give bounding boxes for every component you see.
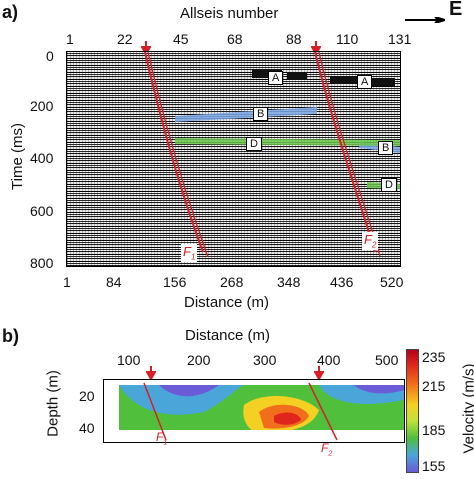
bottom-tick: 1	[63, 274, 71, 290]
bottom-tick: 268	[220, 274, 244, 290]
layer-b-marker: B	[378, 141, 394, 155]
y-tick: 200	[30, 98, 54, 114]
fault-arrow-icon	[313, 366, 325, 385]
fault-f2-label: F2	[362, 232, 379, 250]
top-tick: 45	[173, 31, 189, 47]
panel-b-y-axis-title: Depth (m)	[44, 370, 62, 437]
panel-b-y-tick: 40	[79, 420, 95, 436]
layer-d-marker: D	[381, 178, 397, 192]
layer-d-marker: D	[246, 137, 262, 151]
bottom-tick: 520	[380, 274, 404, 290]
panel-b-x-tick: 400	[317, 352, 341, 368]
layer-a-marker: A	[357, 75, 373, 89]
top-tick: 131	[388, 31, 412, 47]
bottom-tick: 436	[330, 274, 354, 290]
east-arrow-icon	[405, 10, 449, 24]
bottom-tick: 84	[106, 274, 122, 290]
colorbar-tick: 235	[422, 349, 446, 365]
panel-a-letter: a)	[2, 2, 19, 22]
east-label: E	[449, 0, 463, 20]
fault-arrow-icon	[310, 41, 322, 60]
top-tick: 68	[227, 31, 243, 47]
fault-arrow-icon	[145, 366, 157, 385]
top-tick: 22	[117, 31, 133, 47]
bottom-tick: 348	[277, 274, 301, 290]
velocity-model	[103, 379, 405, 443]
y-tick: 800	[30, 255, 54, 271]
panel-b-y-tick: 20	[79, 388, 95, 404]
y-tick: 400	[30, 150, 54, 166]
seismic-section	[66, 51, 401, 267]
fault-f1-label: F1	[181, 244, 198, 262]
colorbar-tick: 215	[422, 378, 446, 394]
top-tick: 88	[286, 31, 302, 47]
layer-a-marker: A	[268, 71, 284, 85]
colorbar-tick: 155	[422, 458, 446, 474]
y-axis-title: Time (ms)	[8, 123, 26, 190]
panel-b-x-tick: 500	[375, 352, 399, 368]
panel-b-x-axis-title: Distance (m)	[185, 327, 271, 344]
panel-b-fault-f1-label: F1	[156, 430, 168, 447]
panel-b-x-tick: 100	[117, 352, 141, 368]
colorbar-title: Velocity (m/s)	[460, 363, 474, 454]
colorbar-tick: 185	[422, 422, 446, 438]
bottom-tick: 156	[163, 274, 187, 290]
top-tick: 110	[336, 31, 359, 47]
panel-b-x-tick: 200	[187, 352, 211, 368]
y-tick: 0	[46, 48, 54, 64]
seismic-section-right-edge	[399, 51, 401, 265]
top-axis-title: Allseis number	[180, 5, 279, 22]
velocity-colorbar	[406, 349, 419, 473]
fault-arrow-icon	[140, 41, 152, 60]
y-tick: 600	[30, 203, 54, 219]
top-tick: 1	[66, 31, 74, 47]
panel-b-letter: b)	[2, 326, 19, 346]
layer-b-marker: B	[253, 107, 269, 121]
panel-b-fault-f2-label: F2	[321, 441, 333, 458]
panel-b-x-tick: 300	[253, 352, 277, 368]
bottom-axis-title: Distance (m)	[184, 294, 270, 311]
